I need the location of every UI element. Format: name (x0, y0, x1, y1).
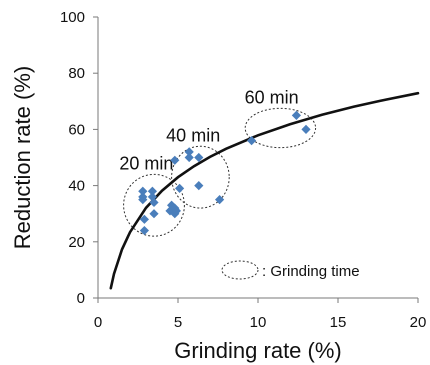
data-point (171, 206, 181, 216)
data-point (194, 181, 204, 191)
x-tick-label: 10 (250, 314, 267, 331)
x-tick-label: 15 (330, 314, 347, 331)
data-point (175, 183, 185, 194)
group-label: 40 min (166, 125, 220, 145)
x-tick-label: 0 (94, 314, 102, 331)
y-axis-title: Reduction rate (%) (10, 66, 35, 249)
legend-label: : Grinding time (262, 263, 360, 280)
data-point (147, 186, 157, 196)
data-point (184, 152, 194, 163)
y-tick-label: 80 (68, 65, 85, 82)
group-label: 60 min (245, 87, 299, 107)
x-axis-title: Grinding rate (%) (174, 338, 342, 363)
data-point (138, 195, 148, 205)
y-tick-label: 40 (68, 178, 85, 195)
data-point (247, 136, 257, 146)
data-point (184, 147, 194, 157)
y-tick-label: 60 (68, 121, 85, 138)
data-point (149, 197, 159, 208)
data-point (138, 186, 148, 196)
data-point (139, 214, 149, 224)
group-ellipse (123, 173, 185, 237)
y-tick-label: 100 (60, 9, 85, 26)
legend: : Grinding time (221, 260, 360, 280)
data-point (139, 225, 149, 236)
data-point (215, 195, 225, 205)
data-point (194, 152, 204, 163)
legend-ellipse-marker (221, 260, 259, 280)
trend-curve (109, 91, 420, 290)
y-tick-label: 0 (77, 290, 85, 307)
y-tick-label: 20 (68, 234, 85, 251)
data-point (291, 110, 301, 120)
data-point (149, 209, 159, 219)
plot-area: 0 20 40 60 80 100 0 5 10 15 20 20 min 40 min 60 min (60, 9, 426, 331)
group-label: 20 min (119, 153, 173, 173)
data-point (301, 124, 311, 134)
data-point (170, 155, 180, 165)
x-tick-label: 20 (410, 314, 427, 331)
x-tick-label: 5 (174, 314, 182, 331)
group-ellipse (171, 145, 230, 209)
